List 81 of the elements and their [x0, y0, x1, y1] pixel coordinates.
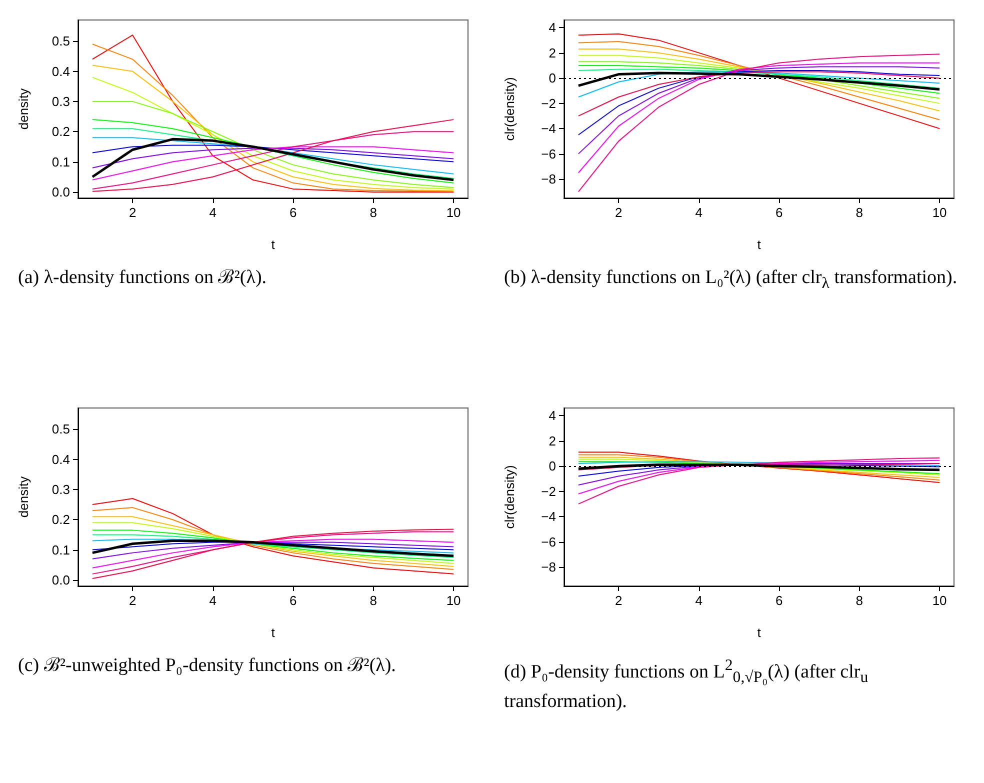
y-tick-label: 0.2	[52, 512, 70, 528]
y-tick-label: 2	[548, 45, 556, 60]
y-tick-label: 0.5	[52, 34, 70, 49]
y-tick-label: 0.1	[52, 542, 70, 558]
line-series	[578, 33, 940, 130]
line-series	[92, 538, 454, 568]
text: (b) λ-density functions on L₀²(λ) (after clr$_{λ}$ transformation).	[504, 266, 958, 294]
y-tick-label: −4	[541, 509, 556, 524]
line-series	[92, 507, 454, 570]
x-tick-label: 8	[370, 593, 377, 608]
y-axis-title: clr(density)	[502, 77, 517, 141]
x-tick-label: 10	[446, 205, 461, 220]
line-series	[578, 71, 940, 116]
line-series	[92, 530, 454, 561]
x-tick-label: 2	[128, 205, 136, 220]
line-series	[578, 457, 940, 504]
text: (a) λ-density functions on ℬ²(λ).	[18, 266, 268, 290]
y-tick-label: 0.2	[52, 124, 70, 140]
line-series	[578, 54, 940, 192]
line-series	[92, 144, 454, 162]
y-tick-label: −8	[541, 172, 556, 187]
line-series	[578, 70, 940, 136]
line-series	[92, 498, 454, 574]
y-tick-label: −2	[541, 96, 556, 111]
x-axis-title: t	[271, 237, 276, 252]
x-tick-label: 8	[856, 593, 863, 608]
y-tick-label: −4	[541, 121, 556, 136]
y-axis-title: clr(density)	[502, 465, 517, 529]
x-tick-label: 2	[614, 205, 622, 220]
y-tick-label: 0.3	[52, 482, 70, 497]
y-tick-label: 4	[548, 408, 556, 424]
line-series	[578, 40, 940, 120]
x-axis-title: t	[271, 625, 276, 640]
x-tick-label: 4	[209, 593, 216, 608]
x-tick-label: 10	[932, 593, 947, 608]
line-series	[92, 534, 454, 558]
y-tick-label: 4	[548, 20, 556, 36]
line-series	[578, 54, 940, 104]
y-tick-label: −8	[541, 560, 556, 575]
y-tick-label: 0	[548, 458, 556, 474]
line-series	[578, 66, 940, 154]
y-tick-label: 0.5	[52, 422, 70, 437]
line-series	[92, 146, 454, 180]
x-axis-title: t	[757, 625, 762, 640]
y-tick-label: 0.3	[52, 94, 70, 109]
y-tick-label: 2	[548, 433, 556, 448]
y-tick-label: 0	[548, 70, 556, 86]
line-series	[91, 138, 455, 182]
line-series	[92, 516, 454, 567]
x-tick-label: 10	[932, 205, 947, 220]
y-axis-title: density	[16, 476, 31, 518]
x-tick-label: 8	[856, 205, 863, 220]
x-tick-label: 4	[695, 205, 702, 220]
y-axis-title: density	[16, 88, 31, 130]
x-tick-label: 6	[775, 593, 783, 608]
x-tick-label: 2	[128, 593, 136, 608]
line-series	[92, 522, 454, 564]
x-tick-label: 6	[289, 593, 297, 608]
y-tick-label: 0.1	[52, 154, 70, 170]
y-tick-label: −2	[541, 484, 556, 499]
x-tick-label: 4	[209, 205, 216, 220]
line-series	[578, 48, 940, 112]
line-series	[92, 100, 454, 188]
y-tick-label: 0.4	[52, 452, 70, 467]
x-axis-title: t	[757, 237, 762, 252]
y-tick-label: −6	[541, 146, 556, 162]
text: (d) P₀-density functions on L$^{2}$$_{0,√P₀}$(λ) (after clr$_{u}$ transformation).	[504, 657, 868, 712]
line-series	[578, 62, 940, 174]
x-tick-label: 6	[775, 205, 783, 220]
text: (c) ℬ²-unweighted P₀-density functions on ℬ²(λ).	[18, 654, 397, 678]
x-tick-label: 6	[289, 205, 297, 220]
x-tick-label: 4	[695, 593, 702, 608]
x-tick-label: 2	[614, 593, 622, 608]
y-tick-label: 0.4	[52, 64, 70, 79]
y-tick-label: −6	[541, 534, 556, 550]
line-series	[92, 131, 454, 190]
x-tick-label: 10	[446, 593, 461, 608]
y-tick-label: 0.0	[52, 184, 70, 200]
y-tick-label: 0.0	[52, 572, 70, 588]
x-tick-label: 8	[370, 205, 377, 220]
line-series	[92, 148, 454, 168]
